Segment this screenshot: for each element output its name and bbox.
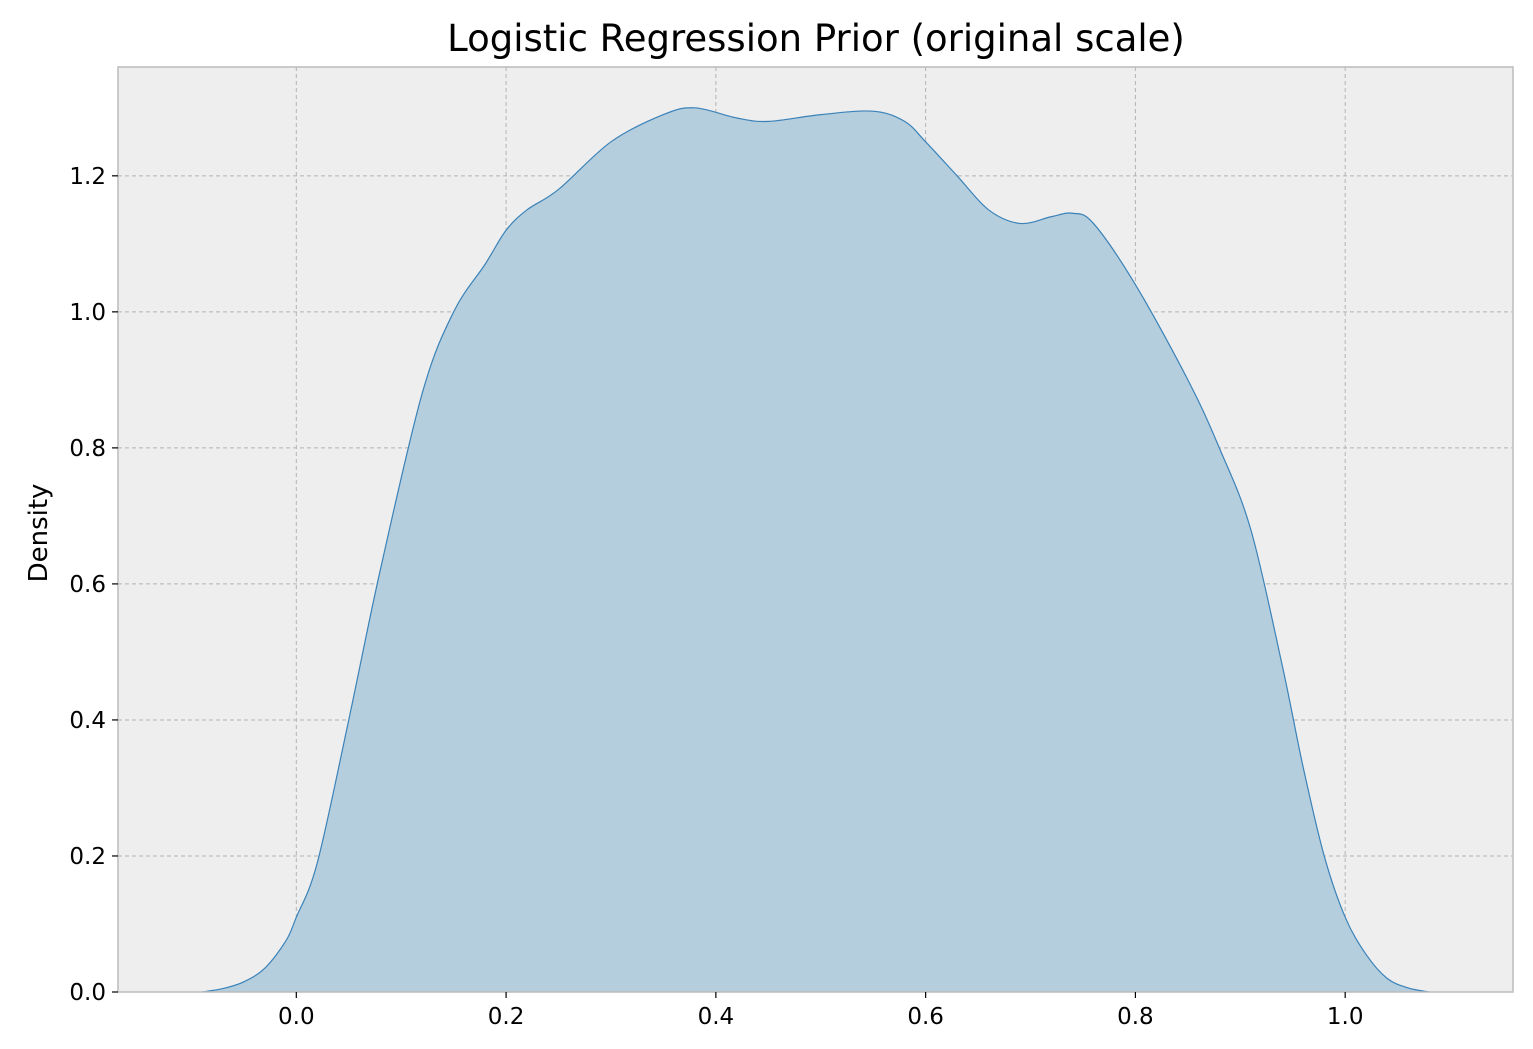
x-tick-label: 1.0 — [1327, 1004, 1364, 1030]
x-tick-label: 0.8 — [1117, 1004, 1154, 1030]
y-tick-label: 0.6 — [69, 572, 106, 598]
chart-title: Logistic Regression Prior (original scal… — [447, 17, 1185, 60]
y-axis-label: Density — [24, 484, 54, 583]
y-tick-label: 0.4 — [69, 708, 106, 734]
y-tick-label: 1.2 — [69, 164, 106, 190]
x-tick-label: 0.6 — [907, 1004, 944, 1030]
x-tick-label: 0.4 — [698, 1004, 735, 1030]
x-axis: 0.0 0.2 0.4 0.6 0.8 1.0 — [278, 992, 1363, 1030]
y-axis: 0.0 0.2 0.4 0.6 0.8 1.0 1.2 — [69, 164, 118, 1006]
density-line — [201, 107, 1430, 993]
x-tick-label: 0.2 — [488, 1004, 525, 1030]
y-tick-label: 1.0 — [69, 300, 106, 326]
x-tick-label: 0.0 — [278, 1004, 315, 1030]
density-area — [201, 107, 1430, 992]
plot-frame — [117, 66, 1514, 993]
y-tick-label: 0.0 — [69, 980, 106, 1006]
y-tick-label: 0.8 — [69, 436, 106, 462]
y-tick-label: 0.2 — [69, 844, 106, 870]
